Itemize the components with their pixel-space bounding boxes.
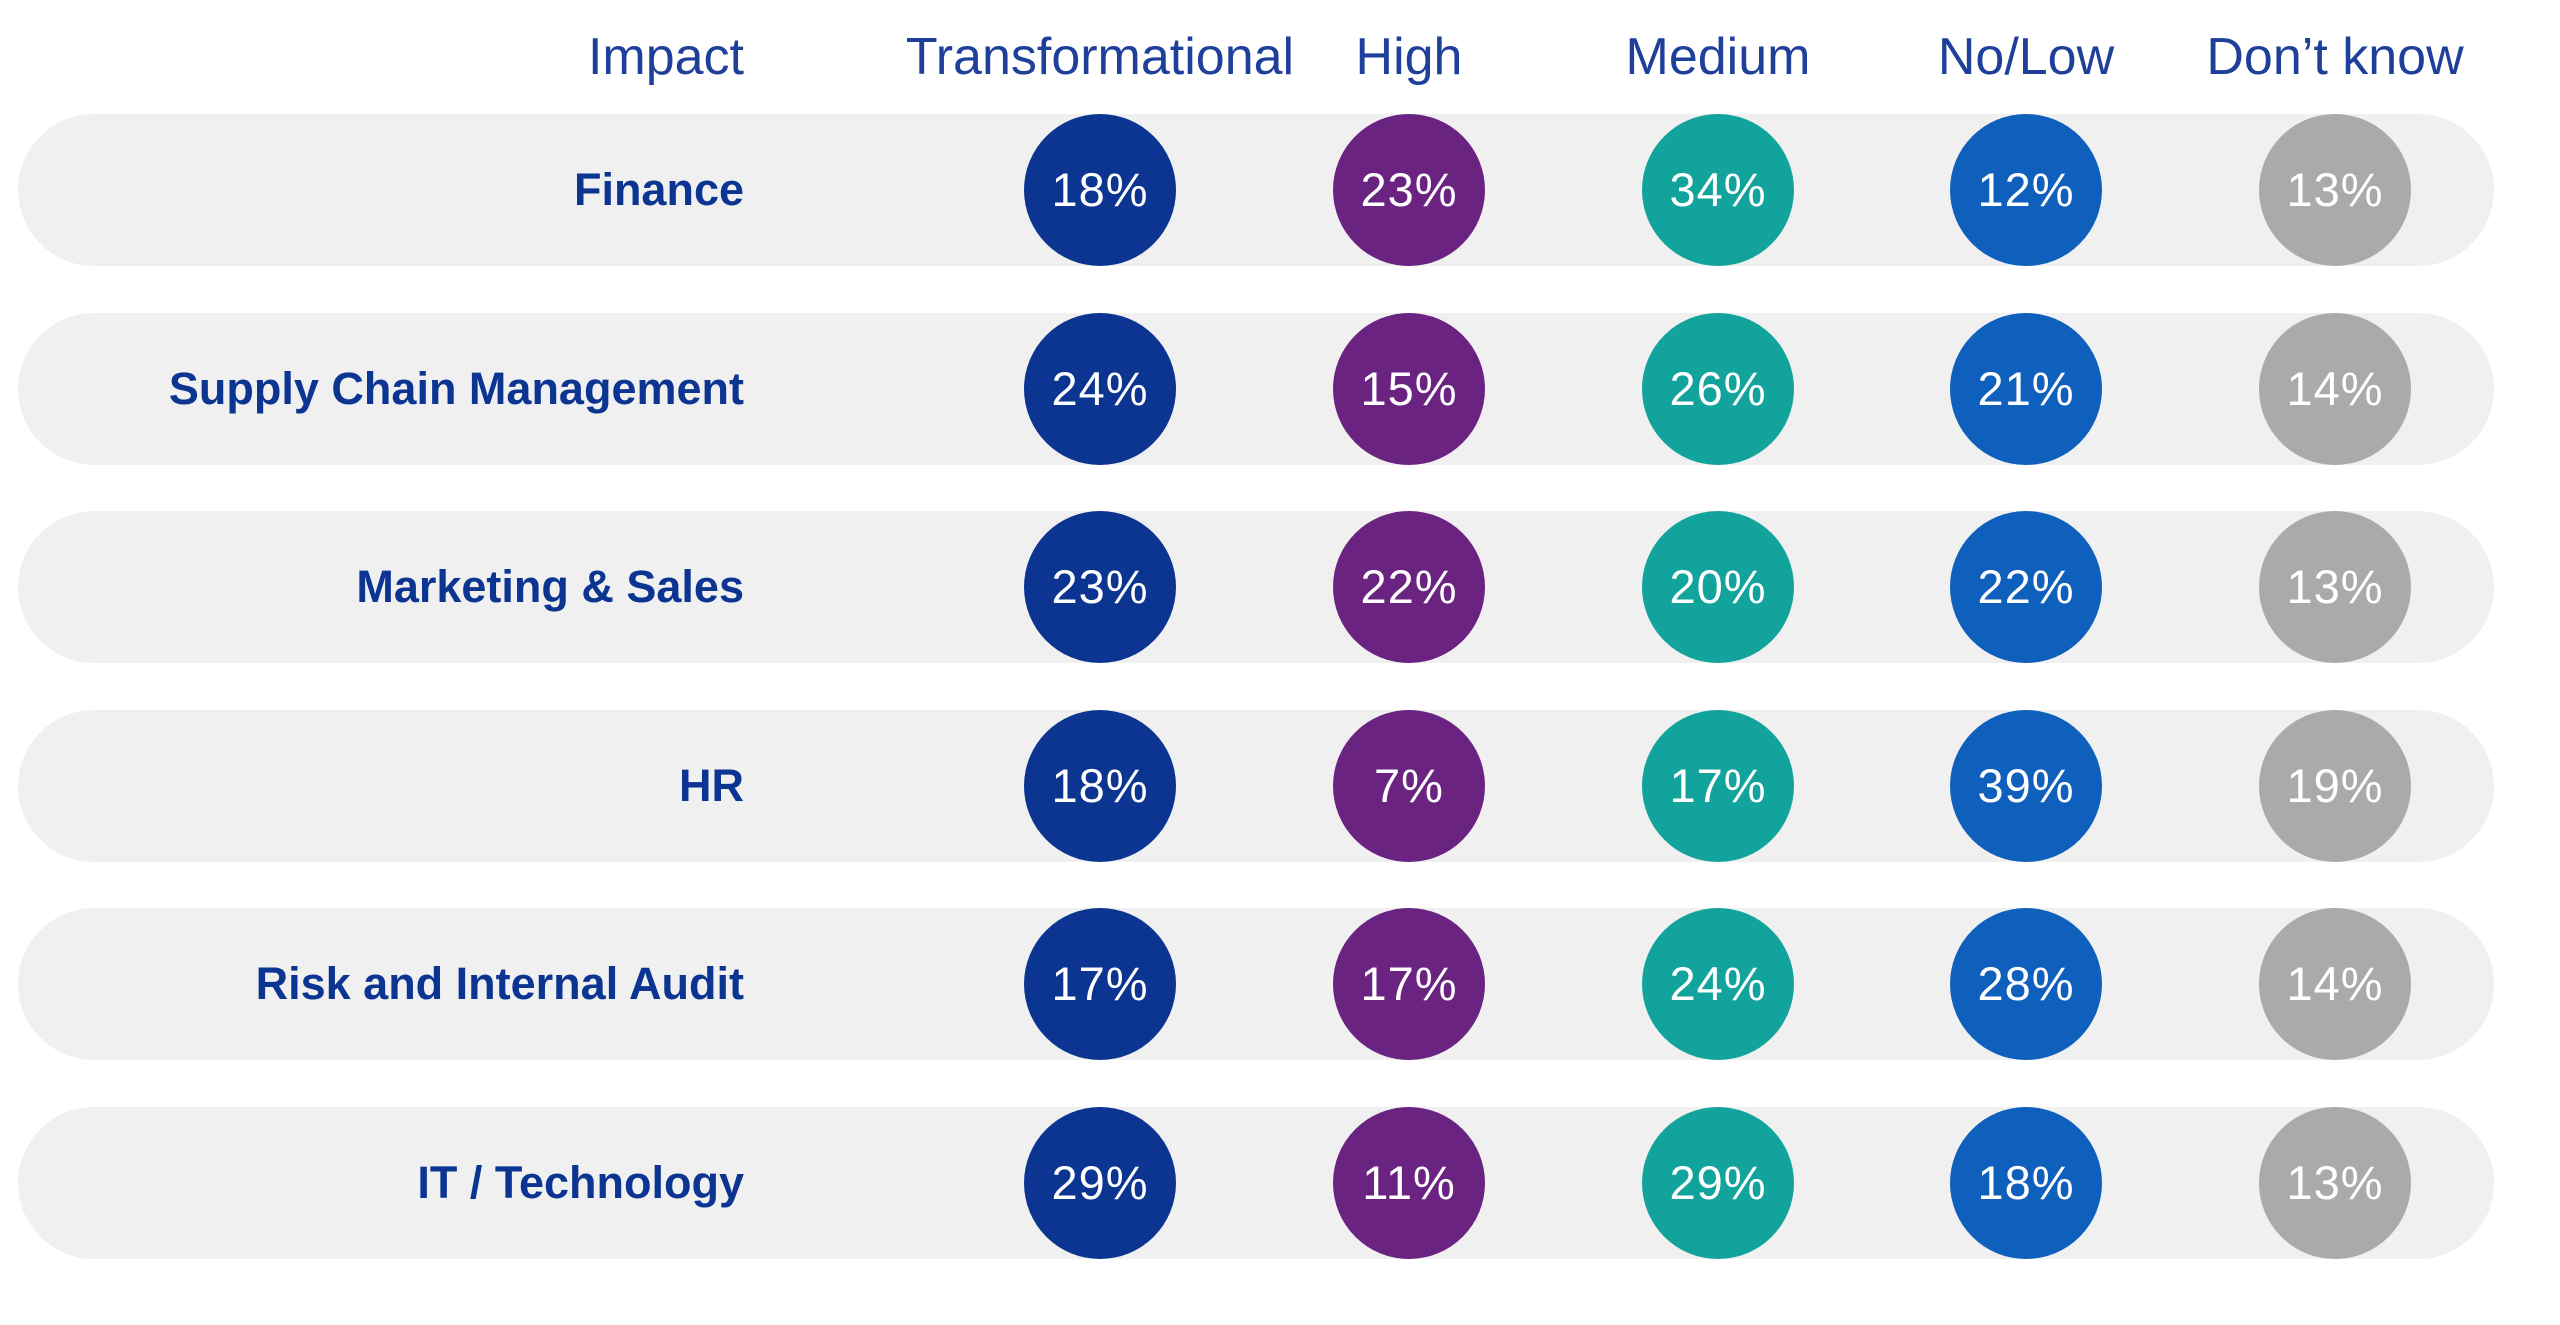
value-bubble: 21%: [1950, 313, 2102, 465]
column-header: No/Low: [1937, 28, 2115, 86]
row-label: Marketing & Sales: [356, 561, 744, 612]
value-bubble: 29%: [1642, 1107, 1794, 1259]
value-bubble: 22%: [1333, 511, 1485, 663]
value-bubble: 34%: [1642, 114, 1794, 266]
value-bubble: 14%: [2259, 908, 2411, 1060]
row-label: Finance: [573, 164, 744, 215]
column-header: High: [1355, 28, 1463, 86]
column-header: Don’t know: [2206, 28, 2464, 86]
value-bubble: 14%: [2259, 313, 2411, 465]
value-bubble: 18%: [1024, 114, 1176, 266]
value-bubble: 22%: [1950, 511, 2102, 663]
row-label: Supply Chain Management: [168, 363, 744, 414]
value-bubble: 15%: [1333, 313, 1485, 465]
row-band: [18, 710, 2494, 862]
row-label: Risk and Internal Audit: [255, 958, 744, 1009]
row-band: [18, 1107, 2494, 1259]
value-bubble: 7%: [1333, 710, 1485, 862]
value-bubble: 29%: [1024, 1107, 1176, 1259]
value-bubble: 20%: [1642, 511, 1794, 663]
column-header: Transformational: [905, 28, 1295, 86]
value-bubble: 39%: [1950, 710, 2102, 862]
value-bubble: 13%: [2259, 511, 2411, 663]
value-bubble: 17%: [1333, 908, 1485, 1060]
value-bubble: 17%: [1642, 710, 1794, 862]
value-bubble: 13%: [2259, 114, 2411, 266]
row-band: [18, 114, 2494, 266]
value-bubble: 18%: [1024, 710, 1176, 862]
value-bubble: 18%: [1950, 1107, 2102, 1259]
value-bubble: 23%: [1333, 114, 1485, 266]
value-bubble: 23%: [1024, 511, 1176, 663]
value-bubble: 28%: [1950, 908, 2102, 1060]
value-bubble: 24%: [1024, 313, 1176, 465]
value-bubble: 17%: [1024, 908, 1176, 1060]
value-bubble: 26%: [1642, 313, 1794, 465]
column-header: Medium: [1625, 28, 1811, 86]
row-header: Impact: [587, 28, 744, 86]
row-label: IT / Technology: [417, 1157, 744, 1208]
value-bubble: 19%: [2259, 710, 2411, 862]
value-bubble: 11%: [1333, 1107, 1485, 1259]
value-bubble: 13%: [2259, 1107, 2411, 1259]
value-bubble: 12%: [1950, 114, 2102, 266]
value-bubble: 24%: [1642, 908, 1794, 1060]
row-label: HR: [679, 760, 744, 811]
